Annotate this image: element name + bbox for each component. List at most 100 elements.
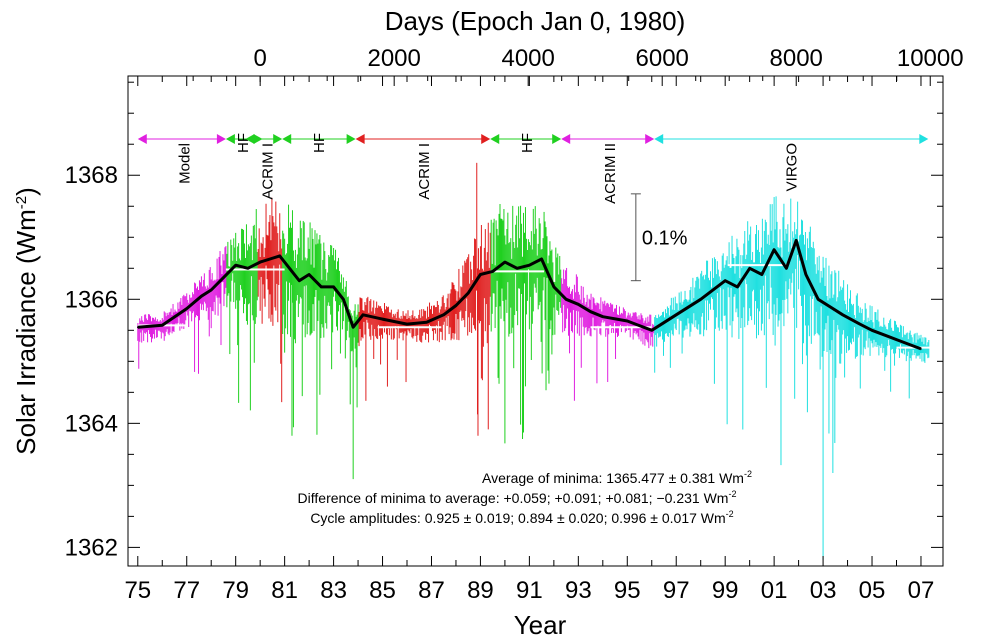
- x-tick-label: 81: [271, 577, 298, 604]
- smoothed-point: [858, 323, 861, 325]
- smoothed-point: [841, 313, 844, 316]
- smoothed-point: [504, 261, 506, 263]
- x-tick-label: 77: [173, 577, 200, 604]
- smoothed-point: [736, 286, 739, 288]
- smoothed-point: [565, 298, 567, 301]
- smoothed-point: [650, 329, 653, 332]
- segment-label: VIRGO: [783, 143, 800, 191]
- x-tick-label: 05: [859, 577, 886, 604]
- smoothed-point: [425, 321, 428, 324]
- annotation-average-sup: -2: [744, 469, 752, 479]
- smoothed-point: [626, 320, 629, 322]
- segment-arrow-left: [654, 134, 664, 144]
- smoothed-point: [161, 324, 164, 327]
- x-tick-label: 93: [565, 577, 592, 604]
- segment-arrow-right: [216, 134, 226, 144]
- top-tick-label: 8000: [770, 45, 823, 72]
- segment-label: ACRIM I: [416, 143, 433, 200]
- smoothed-point: [479, 273, 482, 276]
- smoothed-point: [210, 289, 213, 291]
- segment-label: ACRIM I: [260, 143, 277, 200]
- x-tick-label: 91: [516, 577, 543, 604]
- smoothed-point: [773, 248, 775, 251]
- segment-arrow-right: [481, 134, 491, 144]
- segment-arrow-left: [225, 134, 235, 144]
- smoothed-point: [589, 310, 592, 313]
- y-tick-label: 1366: [65, 286, 118, 313]
- y-axis-title-sup: -2: [13, 196, 30, 209]
- annotation-average-pm: ±: [669, 470, 677, 486]
- y-axis-ticks: 1362 1364 1366 1368: [65, 81, 943, 561]
- plot-frame: [127, 75, 944, 567]
- smoothed-point: [406, 323, 408, 325]
- y-tick-label: 1362: [65, 534, 118, 561]
- segment-arrow-left: [355, 134, 365, 144]
- x-axis-ticks: 75 77 79 81 83 85 87 89 91 93 95 97 99 01 03 05 07: [124, 76, 934, 604]
- segment-arrow-left: [282, 134, 292, 144]
- annotation-average-a: Average of minima: 1365.477: [482, 470, 669, 486]
- x-tick-label: 03: [810, 577, 837, 604]
- instrument-segments: Model HF ACRIM I HF ACRIM I HF ACRIM II VIRGO: [137, 133, 929, 204]
- x-tick-label: 97: [663, 577, 690, 604]
- annotation-difference-sup: -2: [728, 489, 736, 499]
- smoothed-point: [185, 307, 188, 310]
- y-axis-title-main: Solar Irradiance (Wm: [11, 209, 41, 455]
- smoothed-point: [136, 326, 139, 329]
- scale-bar-label: 0.1%: [642, 227, 688, 249]
- x-tick-label: 99: [712, 577, 739, 604]
- segment-label: ACRIM II: [602, 143, 619, 204]
- x-axis-title: Year: [514, 610, 567, 640]
- smoothed-point: [920, 348, 922, 350]
- annotation-amplitudes-d: 0.017 Wm: [658, 510, 726, 526]
- annotation-amplitudes-pm2: ±: [557, 510, 565, 526]
- statistics-annotation: Average of minima: 1365.477 ± 0.381 Wm-2…: [298, 469, 752, 526]
- top-tick-label: 2000: [367, 45, 420, 72]
- x-tick-label: 95: [614, 577, 641, 604]
- smoothed-point: [761, 273, 763, 276]
- smoothed-point: [247, 267, 249, 270]
- annotation-amplitudes-c: 0.020; 0.996: [565, 510, 651, 526]
- segment-arrow-left: [490, 134, 500, 144]
- y-tick-label: 1364: [65, 410, 118, 437]
- annotation-amplitudes-pm1: ±: [464, 510, 472, 526]
- annotation-average-b: 0.381 Wm: [676, 470, 744, 486]
- segment-label: HF: [519, 133, 536, 153]
- x-tick-label: 89: [467, 577, 494, 604]
- top-tick-label: 4000: [501, 45, 554, 72]
- annotation-amplitudes-b: 0.019; 0.894: [471, 510, 557, 526]
- smoothed-point: [288, 267, 291, 270]
- smoothed-point: [467, 292, 469, 294]
- annotation-amplitudes-pm3: ±: [650, 510, 658, 526]
- smoothed-point: [805, 273, 807, 276]
- smoothed-point: [352, 326, 354, 329]
- segment-arrow-right: [346, 134, 356, 144]
- segment-arrow-right: [645, 134, 655, 144]
- segment-arrow-right: [919, 134, 929, 144]
- smoothed-point: [200, 295, 203, 297]
- smoothed-point: [455, 304, 457, 307]
- x-tick-label: 87: [418, 577, 445, 604]
- annotation-difference-minus: −: [656, 490, 664, 506]
- annotation-difference: Difference of minima to average: +0.059;…: [298, 489, 737, 506]
- annotation-amplitudes-sup: -2: [726, 509, 734, 519]
- smoothed-point: [234, 264, 237, 266]
- x-tick-label: 01: [761, 577, 788, 604]
- annotation-amplitudes: Cycle amplitudes: 0.925 ± 0.019; 0.894 ±…: [310, 509, 733, 526]
- y-tick-label: 1368: [65, 162, 118, 189]
- smoothed-point: [748, 267, 751, 270]
- smoothed-point: [871, 329, 873, 332]
- smoothed-point: [381, 318, 384, 320]
- smoothed-point: [785, 267, 788, 270]
- smoothed-point: [491, 270, 494, 273]
- smoothed-point: [602, 315, 604, 318]
- y-axis-title-close: ): [11, 187, 41, 196]
- smoothed-point: [278, 255, 281, 257]
- smoothed-point: [827, 304, 829, 307]
- x-tick-label: 79: [222, 577, 249, 604]
- smoothed-point: [342, 298, 345, 301]
- top-axis-title: Days (Epoch Jan 0, 1980): [385, 6, 686, 36]
- smoothed-point: [540, 258, 543, 260]
- smoothed-point: [699, 298, 702, 301]
- smoothed-point: [308, 273, 310, 276]
- smoothed-point: [269, 258, 271, 260]
